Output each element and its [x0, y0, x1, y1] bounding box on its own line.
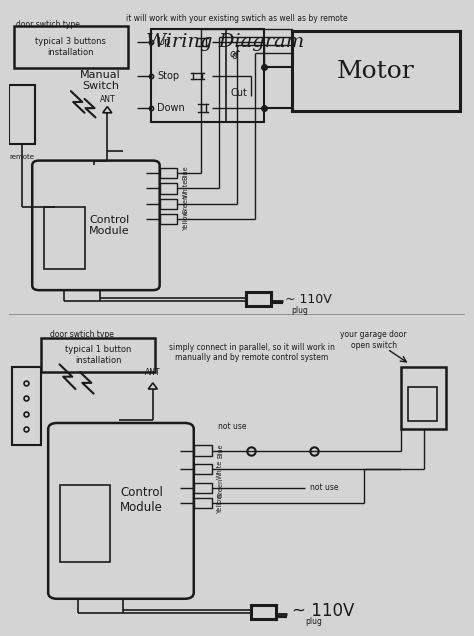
Text: door swtich type: door swtich type — [50, 331, 114, 340]
Text: Blue: Blue — [217, 443, 223, 458]
Text: plug: plug — [305, 618, 322, 626]
Text: or: or — [230, 49, 240, 59]
Text: Down: Down — [157, 103, 185, 113]
Text: White: White — [182, 179, 189, 198]
Text: typical 3 buttons
installation: typical 3 buttons installation — [36, 38, 106, 57]
Text: Blue: Blue — [182, 165, 189, 180]
Text: Cut: Cut — [230, 88, 247, 98]
Text: ~ 110V: ~ 110V — [285, 293, 331, 306]
Text: o`: o` — [232, 51, 242, 60]
Text: door swtich type: door swtich type — [16, 20, 80, 29]
Text: simply connect in parallel, so it will work in
manually and by remote control sy: simply connect in parallel, so it will w… — [169, 343, 335, 362]
Text: Green: Green — [182, 193, 189, 214]
Text: typical 1 button
installation: typical 1 button installation — [65, 345, 131, 365]
Text: White: White — [217, 460, 223, 479]
Text: Up: Up — [157, 37, 171, 47]
Text: Green: Green — [217, 478, 223, 498]
Text: not use: not use — [310, 483, 338, 492]
Text: Control
Module: Control Module — [120, 486, 163, 514]
Text: Wiring Diagram: Wiring Diagram — [146, 32, 304, 51]
Text: Yellow: Yellow — [182, 209, 189, 230]
Text: Control
Module: Control Module — [89, 214, 130, 236]
Text: your garage door
open switch: your garage door open switch — [340, 331, 407, 350]
Text: remote: remote — [10, 155, 35, 160]
Text: Yellow: Yellow — [217, 493, 223, 513]
Text: plug: plug — [292, 306, 309, 315]
Text: ~ 110V: ~ 110V — [292, 602, 354, 620]
Text: it will work with your existing swtich as well as by remote: it will work with your existing swtich a… — [126, 14, 348, 23]
Text: ANT: ANT — [100, 95, 115, 104]
Text: Motor: Motor — [337, 60, 415, 83]
Text: Stop: Stop — [157, 71, 180, 81]
Text: ANT: ANT — [145, 368, 161, 377]
Text: not use: not use — [218, 422, 246, 431]
Text: Manual
Switch: Manual Switch — [80, 69, 121, 91]
